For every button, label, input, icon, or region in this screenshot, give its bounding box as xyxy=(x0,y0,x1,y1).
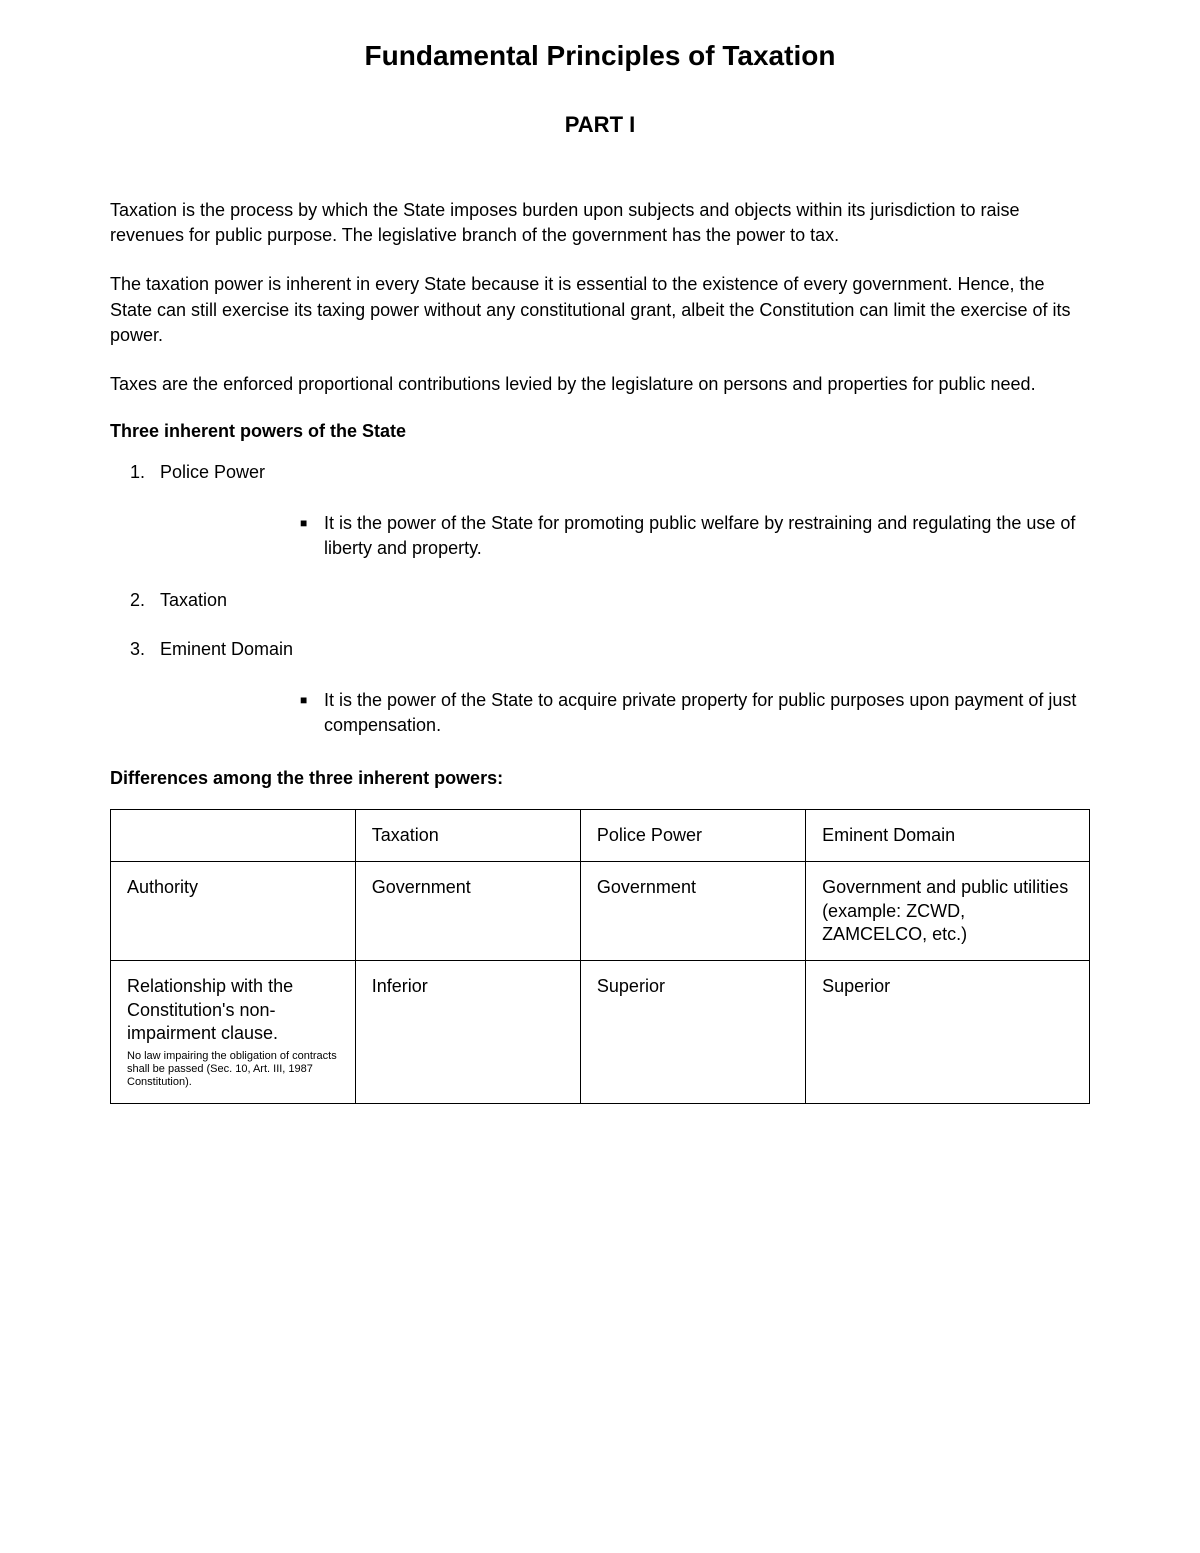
list-item-taxation: 2. Taxation xyxy=(160,590,1090,611)
list-number: 1. xyxy=(130,462,145,483)
list-item-label: Eminent Domain xyxy=(160,639,293,659)
comparison-table: Taxation Police Power Eminent Domain Aut… xyxy=(110,809,1090,1104)
table-cell: Superior xyxy=(580,961,805,1104)
table-header-taxation: Taxation xyxy=(355,809,580,861)
inherent-powers-list: 1. Police Power It is the power of the S… xyxy=(110,462,1090,738)
document-title: Fundamental Principles of Taxation xyxy=(110,40,1090,72)
document-subtitle: PART I xyxy=(110,112,1090,138)
table-header-eminent-domain: Eminent Domain xyxy=(806,809,1090,861)
list-item-eminent-domain: 3. Eminent Domain It is the power of the… xyxy=(160,639,1090,738)
row-label-footnote: No law impairing the obligation of contr… xyxy=(127,1050,339,1090)
table-cell: Government xyxy=(355,862,580,961)
sub-bullet-item: It is the power of the State for promoti… xyxy=(300,511,1090,561)
row-label-main: Relationship with the Constitution's non… xyxy=(127,976,293,1043)
table-cell-blank xyxy=(111,809,356,861)
list-item-label: Police Power xyxy=(160,462,265,482)
list-number: 3. xyxy=(130,639,145,660)
table-cell-row-label: Authority xyxy=(111,862,356,961)
list-item-police-power: 1. Police Power It is the power of the S… xyxy=(160,462,1090,561)
intro-paragraph-3: Taxes are the enforced proportional cont… xyxy=(110,372,1090,397)
table-cell: Government and public utilities(example:… xyxy=(806,862,1090,961)
intro-paragraph-2: The taxation power is inherent in every … xyxy=(110,272,1090,348)
list-item-label: Taxation xyxy=(160,590,227,610)
table-cell: Superior xyxy=(806,961,1090,1104)
list-number: 2. xyxy=(130,590,145,611)
table-row-relationship: Relationship with the Constitution's non… xyxy=(111,961,1090,1104)
table-header-police-power: Police Power xyxy=(580,809,805,861)
inherent-powers-heading: Three inherent powers of the State xyxy=(110,421,1090,442)
table-cell: Government xyxy=(580,862,805,961)
table-cell-row-label: Relationship with the Constitution's non… xyxy=(111,961,356,1104)
table-cell: Inferior xyxy=(355,961,580,1104)
sub-bullet-list: It is the power of the State for promoti… xyxy=(160,511,1090,561)
table-header-row: Taxation Police Power Eminent Domain xyxy=(111,809,1090,861)
sub-bullet-list: It is the power of the State to acquire … xyxy=(160,688,1090,738)
differences-heading: Differences among the three inherent pow… xyxy=(110,768,1090,789)
sub-bullet-item: It is the power of the State to acquire … xyxy=(300,688,1090,738)
table-row-authority: Authority Government Government Governme… xyxy=(111,862,1090,961)
intro-paragraph-1: Taxation is the process by which the Sta… xyxy=(110,198,1090,248)
